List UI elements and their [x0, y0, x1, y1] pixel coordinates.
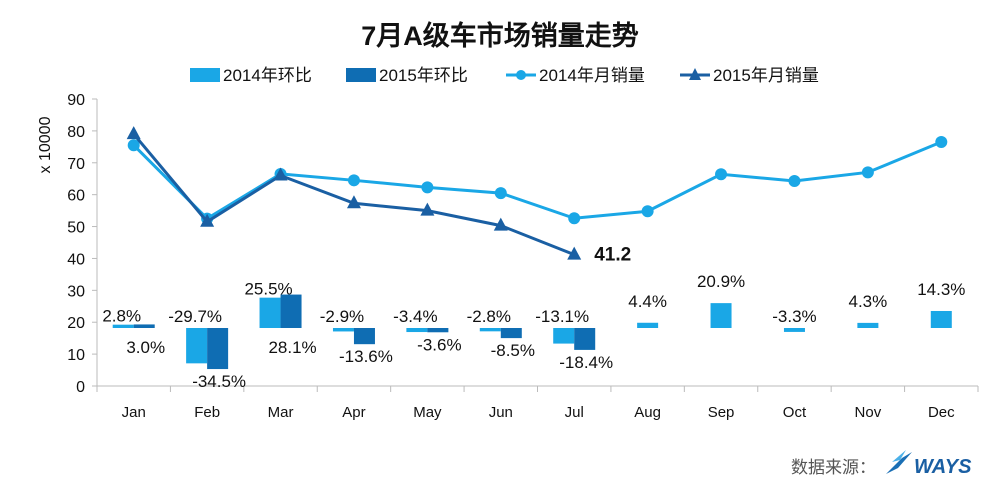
x-tick-label: Jul: [565, 404, 584, 421]
bar-label-2015: -8.5%: [491, 341, 535, 360]
legend-swatch: [346, 68, 376, 82]
bar-2015-May: [427, 328, 449, 333]
bar-2015-Apr: [353, 328, 375, 345]
bar-2014-Sep: [710, 303, 732, 328]
line-2014: [132, 140, 942, 221]
point-2014: [494, 187, 507, 200]
bar-label-2014: -3.3%: [772, 307, 816, 326]
bar-2015-Feb: [207, 328, 229, 370]
bar-label-2014: -29.7%: [168, 307, 222, 326]
bar-2014-Apr: [332, 328, 354, 332]
x-tick-label: Mar: [268, 404, 294, 421]
point-2014: [641, 205, 654, 218]
legend: 2014年环比 2015年环比 2014年月销量 2015年月销量: [190, 66, 819, 85]
bar-2014-Feb: [186, 328, 208, 364]
x-tick-label: May: [413, 404, 442, 421]
bar-label-2014: 2.8%: [102, 307, 141, 326]
point-2015: [567, 246, 582, 260]
bar-label-2014: 4.4%: [628, 292, 667, 311]
chart-title: 7月A级车市场销量走势: [361, 20, 639, 51]
point-2015: [493, 217, 508, 231]
point-2014: [347, 174, 360, 187]
bar-label-2014: -2.9%: [320, 307, 364, 326]
x-tick-label: Apr: [342, 404, 365, 421]
legend-swatch: [190, 68, 220, 82]
y-tick-label: 10: [67, 347, 85, 364]
bar-label-2014: 14.3%: [917, 280, 965, 299]
bar-label-2014: 4.3%: [849, 292, 888, 311]
x-tick-label: Jan: [122, 404, 146, 421]
legend-marker: [689, 68, 701, 80]
bar-label-2015: 28.1%: [268, 338, 316, 357]
x-tick-label: Feb: [194, 404, 220, 421]
bar-2014-Nov: [857, 322, 879, 328]
bar-2014-Jul: [553, 328, 575, 344]
bar-2014-Jun: [479, 328, 501, 332]
y-tick-label: 30: [67, 283, 85, 300]
x-tick-label: Nov: [855, 404, 882, 421]
ways-logo: WAYS: [886, 450, 972, 478]
bar-2015-Jul: [574, 328, 596, 350]
y-tick-label: 60: [67, 188, 85, 205]
x-tick-label: Dec: [928, 404, 955, 421]
bar-2014-Dec: [930, 310, 952, 328]
bar-label-2015: -13.6%: [339, 347, 393, 366]
bar-2015-Mar: [280, 294, 302, 328]
y-tick-label: 50: [67, 220, 85, 237]
logo-text: WAYS: [914, 456, 972, 478]
bar-label-2015: -34.5%: [192, 372, 246, 391]
legend-label: 2014年月销量: [539, 66, 645, 85]
bar-label-2014: -13.1%: [535, 307, 589, 326]
point-2015: [126, 126, 141, 140]
bar-label-2015: 3.0%: [126, 338, 165, 357]
point-2014: [715, 168, 728, 181]
bar-2015-Jun: [500, 328, 522, 339]
bar-label-2014: 25.5%: [244, 280, 292, 299]
legend-label: 2014年环比: [223, 66, 312, 85]
bar-label-2014: -2.8%: [467, 307, 511, 326]
x-tick-label: Aug: [634, 404, 661, 421]
x-tick-label: Jun: [489, 404, 513, 421]
point-2014: [421, 181, 434, 194]
point-2015: [420, 202, 435, 216]
point-2015: [273, 167, 288, 181]
bar-label-2015: -3.6%: [417, 335, 461, 354]
y-tick-label: 70: [67, 156, 85, 173]
legend-label: 2015年月销量: [713, 66, 819, 85]
point-2015: [200, 213, 215, 227]
annotation-label: 41.2: [594, 245, 631, 266]
y-tick-label: 90: [67, 92, 85, 109]
bar-2014-Mar: [259, 297, 281, 328]
bar-label-2014: 20.9%: [697, 272, 745, 291]
y-tick-label: 40: [67, 251, 85, 268]
bar-label-2015: -18.4%: [559, 353, 613, 372]
point-2014: [935, 136, 948, 149]
point-2015: [346, 195, 361, 209]
bar-2014-Jan: [112, 324, 134, 328]
point-2014: [861, 166, 874, 179]
bar-label-2014: -3.4%: [393, 307, 437, 326]
legend-marker: [516, 70, 526, 80]
y-tick-label: 80: [67, 124, 85, 141]
bar-2014-Aug: [637, 322, 659, 328]
x-tick-label: Sep: [708, 404, 735, 421]
point-2014: [788, 174, 801, 187]
y-tick-label: 20: [67, 315, 85, 332]
y-axis-label: x 10000: [37, 116, 54, 173]
point-2014: [568, 212, 581, 225]
y-tick-label: 0: [76, 379, 85, 396]
x-tick-label: Oct: [783, 404, 807, 421]
source-label: 数据来源：: [791, 458, 876, 477]
bar-2015-Jan: [133, 324, 155, 328]
bar-2014-Oct: [783, 328, 805, 332]
bar-2014-May: [406, 328, 428, 333]
legend-label: 2015年环比: [379, 66, 468, 85]
point-2014: [127, 139, 140, 152]
